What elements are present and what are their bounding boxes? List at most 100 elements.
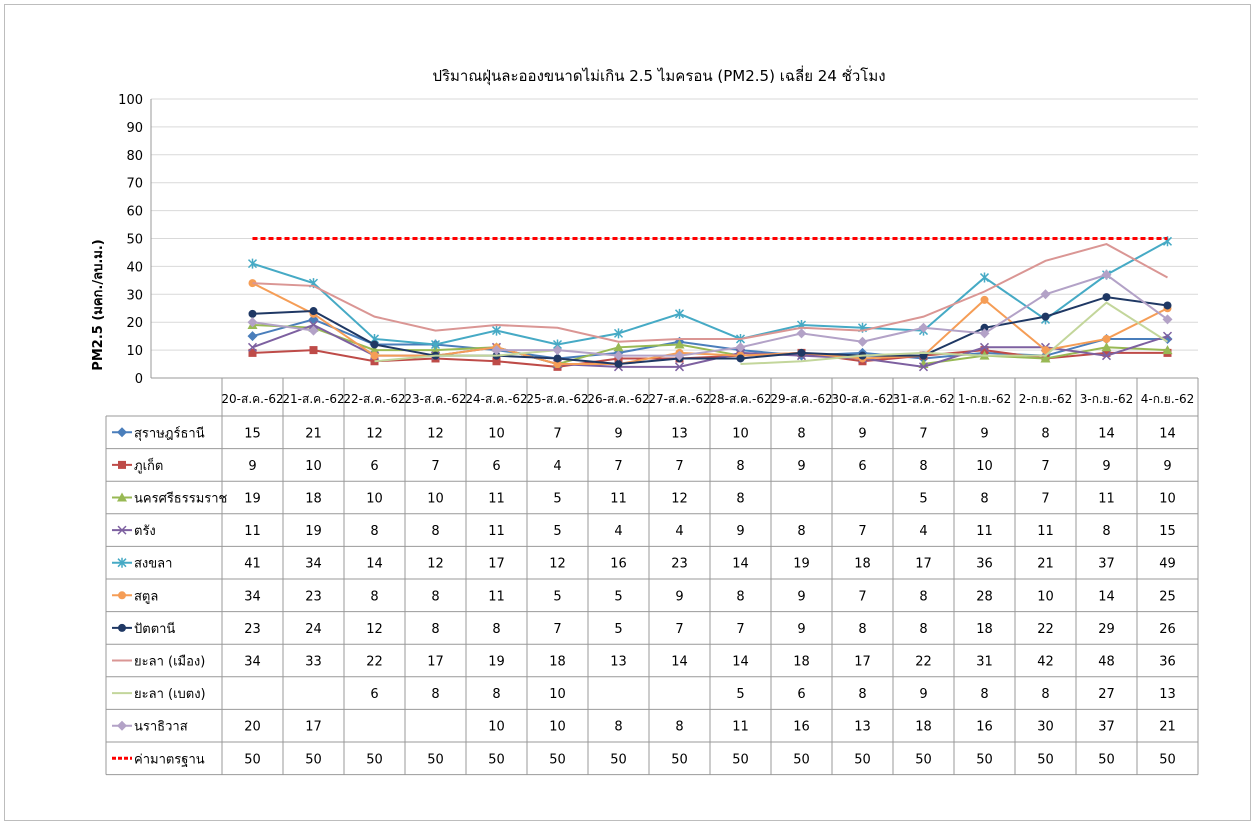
data-label: 50 [976,752,993,767]
y-tick-label: 80 [126,149,143,164]
data-label: 20 [244,720,261,735]
data-label: 17 [305,720,322,735]
data-label: 10 [427,492,444,507]
data-label: 9 [675,589,683,604]
x-tick-label: 26-ส.ค.-62 [587,392,649,406]
legend-entry: นราธิวาส [112,720,188,735]
data-label: 50 [1159,752,1176,767]
data-label: 8 [919,589,927,604]
data-label: 5 [553,589,561,604]
data-label: 9 [248,459,256,474]
x-tick-label: 21-ส.ค.-62 [282,392,344,406]
y-tick-label: 30 [126,288,143,303]
data-point [309,307,318,316]
data-label: 16 [793,720,810,735]
x-tick-label: 28-ส.ค.-62 [709,392,771,406]
data-label: 49 [1159,557,1176,572]
data-point [614,360,623,369]
data-label: 8 [736,492,744,507]
data-label: 50 [305,752,322,767]
data-point [1041,346,1050,355]
data-point [491,325,502,336]
legend-label: ยะลา (เบตง) [134,687,206,702]
data-label: 6 [858,459,866,474]
data-label: 7 [675,459,683,474]
data-label: 19 [305,524,322,539]
data-label: 30 [1037,720,1054,735]
data-label: 4 [553,459,561,474]
data-label: 8 [919,459,927,474]
data-label: 7 [858,589,866,604]
data-label: 18 [915,720,932,735]
data-point [613,342,624,352]
x-tick-label: 25-ส.ค.-62 [526,392,588,406]
data-label: 13 [1159,687,1176,702]
legend-label: นครศรีธรรมราช [134,491,228,507]
series-9 [247,269,1173,361]
legend-label: ค่ามาตรฐาน [134,752,205,767]
data-label: 19 [488,655,505,670]
x-tick-label: 23-ส.ค.-62 [404,392,466,406]
data-label: 5 [553,524,561,539]
data-label: 18 [305,492,322,507]
data-label: 11 [488,492,505,507]
data-label: 9 [797,459,805,474]
data-label: 14 [732,655,749,670]
y-tick-label: 70 [126,177,143,192]
y-tick-label: 10 [126,344,143,359]
data-label: 50 [732,752,749,767]
series-line [496,273,1169,357]
data-point [1162,331,1173,341]
legend-entry: ตรัง [112,524,156,539]
data-label: 36 [1159,655,1176,670]
data-label: 8 [614,720,622,735]
legend-entry: สงขลา [112,557,172,572]
data-label: 13 [610,655,627,670]
data-label: 6 [492,459,500,474]
data-label: 8 [736,589,744,604]
data-label: 7 [553,622,561,637]
data-label: 14 [1098,426,1115,441]
data-label: 50 [671,752,688,767]
data-point [430,339,441,350]
data-label: 50 [793,752,810,767]
data-point [736,354,745,363]
data-label: 33 [305,655,322,670]
legend-label: ตรัง [134,524,156,539]
data-label: 11 [244,524,261,539]
data-label: 9 [1163,459,1171,474]
data-label: 12 [549,557,566,572]
data-label: 37 [1098,557,1115,572]
data-label: 10 [1037,589,1054,604]
data-label: 21 [1037,557,1054,572]
data-label: 5 [614,622,622,637]
data-point [247,331,258,342]
data-label: 9 [797,589,805,604]
series-lines [247,236,1173,372]
data-label: 8 [1041,687,1049,702]
data-label: 7 [919,426,927,441]
data-label: 50 [610,752,627,767]
y-tick-label: 100 [118,93,143,108]
data-label: 10 [366,492,383,507]
x-tick-label: 3-ก.ย.-62 [1080,392,1134,406]
data-label: 50 [244,752,261,767]
data-label: 8 [858,622,866,637]
data-label: 9 [736,524,744,539]
data-label: 4 [919,524,927,539]
data-point [735,342,746,353]
data-label: 50 [854,752,871,767]
data-label: 8 [370,524,378,539]
data-point [980,323,989,332]
data-label: 16 [976,720,993,735]
data-label: 11 [1098,492,1115,507]
data-label: 16 [610,557,627,572]
data-point [491,345,502,356]
series-line [252,240,1168,346]
data-label: 8 [431,589,439,604]
data-label: 7 [1041,492,1049,507]
data-label: 27 [1098,687,1115,702]
y-tick-label: 20 [126,316,143,331]
data-point [1162,345,1173,355]
data-label: 9 [980,426,988,441]
